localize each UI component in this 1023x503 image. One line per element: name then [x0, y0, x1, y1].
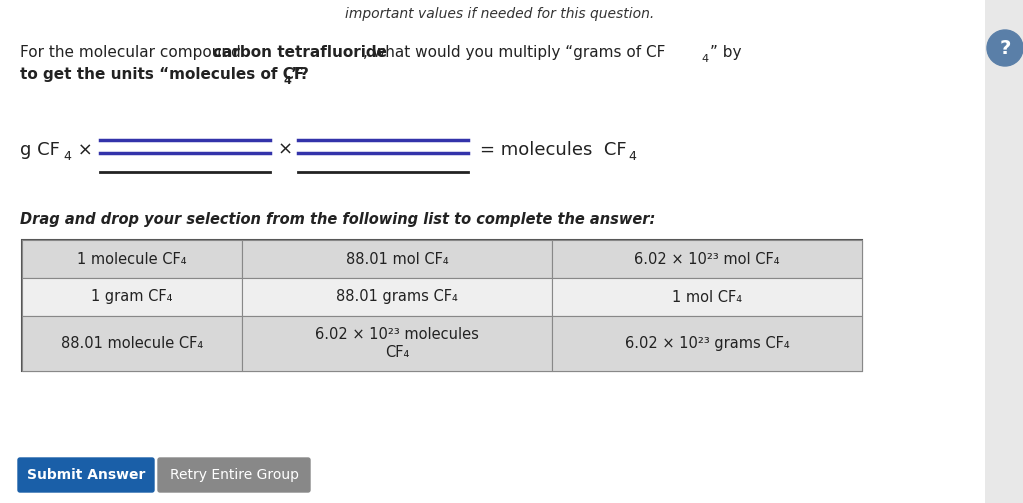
FancyBboxPatch shape — [552, 278, 862, 316]
FancyBboxPatch shape — [242, 316, 552, 371]
Text: 88.01 mol CF₄: 88.01 mol CF₄ — [346, 252, 448, 267]
Text: Retry Entire Group: Retry Entire Group — [170, 468, 299, 482]
FancyBboxPatch shape — [23, 240, 242, 278]
Text: 1 mol CF₄: 1 mol CF₄ — [672, 290, 742, 304]
Text: 4: 4 — [628, 150, 636, 163]
Text: 1 molecule CF₄: 1 molecule CF₄ — [78, 252, 187, 267]
Text: Submit Answer: Submit Answer — [27, 468, 145, 482]
Text: For the molecular compound: For the molecular compound — [20, 45, 246, 60]
FancyBboxPatch shape — [552, 240, 862, 278]
Text: 88.01 molecule CF₄: 88.01 molecule CF₄ — [61, 336, 203, 351]
Text: 6.02 × 10²³ grams CF₄: 6.02 × 10²³ grams CF₄ — [625, 336, 790, 351]
Text: Drag and drop your selection from the following list to complete the answer:: Drag and drop your selection from the fo… — [20, 212, 656, 227]
Text: , what would you multiply “grams of CF: , what would you multiply “grams of CF — [363, 45, 665, 60]
FancyBboxPatch shape — [552, 316, 862, 371]
Text: 4: 4 — [283, 76, 291, 86]
FancyBboxPatch shape — [23, 240, 862, 371]
FancyBboxPatch shape — [0, 0, 985, 503]
Text: ×: × — [278, 141, 294, 159]
FancyBboxPatch shape — [23, 278, 242, 316]
FancyBboxPatch shape — [242, 240, 552, 278]
Text: 88.01 grams CF₄: 88.01 grams CF₄ — [337, 290, 458, 304]
Text: ”?: ”? — [291, 67, 310, 82]
Text: carbon tetrafluoride: carbon tetrafluoride — [213, 45, 387, 60]
Text: 6.02 × 10²³ molecules
CF₄: 6.02 × 10²³ molecules CF₄ — [315, 327, 479, 360]
FancyBboxPatch shape — [23, 316, 242, 371]
Text: important values if needed for this question.: important values if needed for this ques… — [346, 7, 655, 21]
FancyBboxPatch shape — [158, 458, 310, 492]
Text: = molecules  CF: = molecules CF — [480, 141, 627, 159]
FancyBboxPatch shape — [242, 278, 552, 316]
Text: 1 gram CF₄: 1 gram CF₄ — [91, 290, 173, 304]
Text: ?: ? — [999, 39, 1011, 57]
Text: g CF: g CF — [20, 141, 60, 159]
Circle shape — [987, 30, 1023, 66]
Text: ” by: ” by — [710, 45, 742, 60]
Text: to get the units “molecules of CF: to get the units “molecules of CF — [20, 67, 304, 82]
Text: ×: × — [72, 141, 93, 159]
FancyBboxPatch shape — [18, 458, 154, 492]
Text: 4: 4 — [701, 54, 708, 64]
Text: 6.02 × 10²³ mol CF₄: 6.02 × 10²³ mol CF₄ — [634, 252, 780, 267]
Text: 4: 4 — [63, 149, 71, 162]
